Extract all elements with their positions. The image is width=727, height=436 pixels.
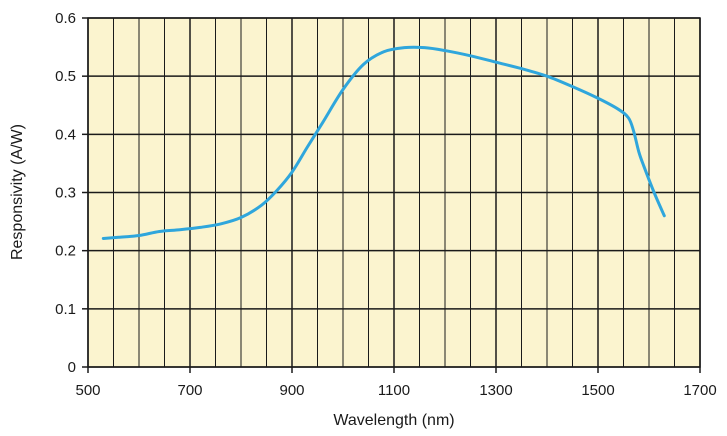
y-tick-label: 0 [68, 359, 76, 376]
x-tick-label: 1300 [479, 382, 512, 399]
y-tick-label: 0.2 [55, 243, 76, 260]
y-tick-label: 0.4 [55, 126, 76, 143]
x-ticks [87, 367, 701, 373]
x-tick-label: 700 [177, 382, 202, 399]
plot-frame [87, 17, 701, 368]
y-ticks [82, 17, 88, 368]
x-tick-label: 500 [75, 382, 100, 399]
x-tick-labels: 500 700 900 1100 1300 1500 1700 [75, 382, 716, 399]
x-tick-label: 900 [279, 382, 304, 399]
y-tick-labels: 0 0.1 0.2 0.3 0.4 0.5 0.6 [55, 10, 76, 376]
y-tick-label: 0.6 [55, 10, 76, 27]
x-tick-label: 1100 [378, 382, 410, 399]
y-tick-label: 0.5 [55, 68, 76, 85]
x-tick-label: 1500 [581, 382, 614, 399]
x-axis-label: Wavelength (nm) [333, 412, 454, 429]
y-tick-label: 0.3 [55, 185, 76, 202]
x-tick-label: 1700 [683, 382, 716, 399]
series-line [101, 45, 666, 240]
y-tick-label: 0.1 [55, 301, 76, 318]
y-axis-label: Responsivity (A/W) [9, 124, 26, 260]
